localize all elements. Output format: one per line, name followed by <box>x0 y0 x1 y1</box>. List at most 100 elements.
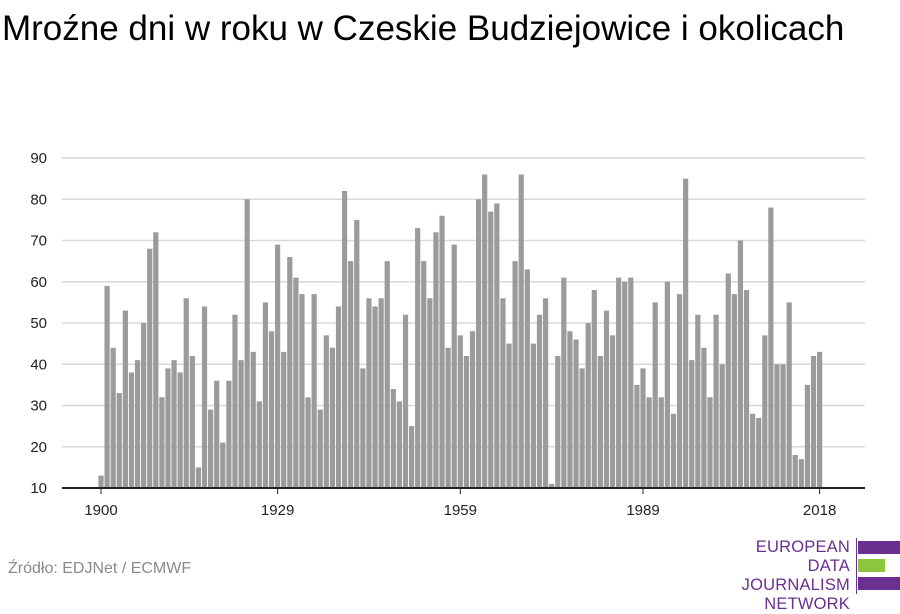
chart-title: Mroźne dni w roku w Czeskie Budziejowice… <box>2 9 845 48</box>
bar <box>798 459 804 489</box>
bar <box>725 273 731 488</box>
bar <box>262 302 269 489</box>
bar <box>232 314 238 488</box>
bar <box>396 401 403 489</box>
bar <box>756 417 762 489</box>
bar <box>774 364 780 488</box>
bar <box>104 285 110 489</box>
bar <box>220 442 226 489</box>
bar <box>427 298 433 488</box>
bar <box>317 409 323 489</box>
bar <box>634 384 640 489</box>
bar <box>518 174 524 488</box>
y-tick-label: 80 <box>30 191 47 208</box>
bar <box>488 211 494 489</box>
bar <box>177 372 183 488</box>
logo-bar-green <box>858 559 885 572</box>
bar <box>250 351 256 489</box>
x-tick-label: 1959 <box>444 502 477 519</box>
bar <box>360 368 366 489</box>
x-tick-label: 2018 <box>803 502 836 519</box>
bar <box>737 240 744 488</box>
y-tick-label: 40 <box>30 356 47 373</box>
bar <box>128 372 135 488</box>
bar <box>555 356 561 488</box>
logo-line: DATA JOURNALISM <box>741 557 850 594</box>
bar <box>201 306 208 488</box>
bar <box>731 294 737 489</box>
bar <box>500 298 506 488</box>
bar <box>609 335 616 489</box>
bar <box>804 384 811 489</box>
bar <box>713 314 719 488</box>
bar <box>244 199 250 488</box>
logo-line: EUROPEAN <box>755 538 850 556</box>
bar <box>293 277 299 489</box>
bar <box>421 261 427 489</box>
bar <box>390 389 396 488</box>
edjnet-logo[interactable]: EUROPEAN DATA JOURNALISM NETWORK <box>700 538 900 613</box>
grid-lines <box>62 157 865 448</box>
bar <box>402 314 409 488</box>
x-tick-label: 1900 <box>84 502 117 519</box>
bar <box>408 426 415 489</box>
bar <box>451 244 457 488</box>
bar <box>622 281 628 488</box>
bar <box>256 401 262 489</box>
bar <box>646 397 652 488</box>
x-tick-label: 1929 <box>261 502 294 519</box>
bar <box>482 174 488 488</box>
bar <box>439 215 445 488</box>
y-tick-label: 70 <box>30 233 47 250</box>
bar <box>171 360 177 489</box>
bar <box>780 364 786 488</box>
bar <box>701 347 707 488</box>
bar <box>640 368 646 489</box>
bar <box>573 339 579 488</box>
bar <box>707 397 713 488</box>
bar <box>463 356 469 488</box>
bar <box>597 356 603 488</box>
bar-chart: 1900 1929 1959 1989 2018 10 20 30 40 50 60 70 80 90 <box>30 150 865 519</box>
logo-bar-purple-top <box>858 541 900 554</box>
logo-separator <box>856 538 857 594</box>
bar <box>98 475 104 489</box>
bar <box>122 310 128 489</box>
bar <box>366 298 372 488</box>
bar <box>354 219 360 489</box>
bar <box>159 397 165 488</box>
bar <box>536 314 543 488</box>
bar <box>165 368 171 489</box>
x-axis-ticks: 1900 1929 1959 1989 2018 <box>84 488 836 519</box>
bar <box>147 248 153 488</box>
bar <box>810 356 817 488</box>
bar <box>384 261 390 489</box>
y-tick-label: 20 <box>30 439 47 456</box>
bar <box>299 294 305 489</box>
bar <box>603 310 610 489</box>
bar <box>415 228 421 489</box>
bar <box>524 269 530 489</box>
bar <box>689 360 695 489</box>
bar <box>195 467 202 489</box>
bar <box>658 397 664 488</box>
logo-bar-purple-bottom <box>858 577 900 590</box>
logo-line: NETWORK <box>764 595 850 613</box>
bar <box>768 207 774 488</box>
bar <box>683 178 689 489</box>
y-tick-label: 90 <box>30 150 47 167</box>
bar <box>512 261 518 489</box>
bar <box>116 393 122 489</box>
logo-text: EUROPEAN DATA JOURNALISM NETWORK <box>700 538 850 614</box>
x-tick-label: 1989 <box>626 502 659 519</box>
bar <box>628 277 634 489</box>
bar <box>786 302 792 489</box>
bar <box>475 199 482 488</box>
y-tick-label: 30 <box>30 398 47 415</box>
bar <box>305 397 311 488</box>
bar <box>323 335 329 489</box>
bar <box>134 360 141 489</box>
bar <box>153 232 159 488</box>
bar <box>549 483 555 489</box>
y-tick-label: 60 <box>30 274 47 291</box>
